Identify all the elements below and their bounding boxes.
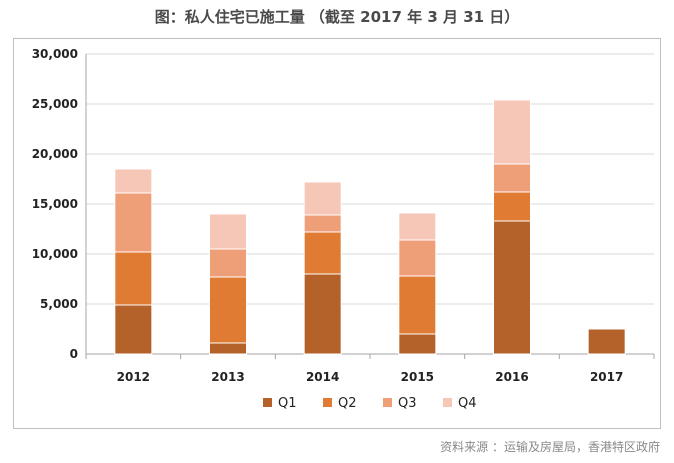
y-tick-label: 15,000 [32,197,78,211]
bar-2015-q2 [398,275,437,335]
bar-2013-q1 [209,342,247,355]
x-tick-label: 2016 [495,370,528,384]
bar-2014-q2 [303,231,342,275]
legend-label-q4: Q4 [458,396,477,411]
bar-2014-q4 [303,181,342,216]
legend-label-q2: Q2 [338,396,357,411]
legend-swatch-q2 [323,398,332,407]
legend-swatch-q1 [263,398,272,407]
x-tick-label: 2013 [211,370,244,384]
bar-2012-q2 [114,251,153,306]
bar-2013-q2 [209,276,247,344]
x-tick-label: 2015 [401,370,434,384]
chart-area: 0 5,000 10,000 15,000 20,000 25,000 30,000 2012… [32,47,655,411]
legend-swatch-q4 [443,398,452,407]
y-tick-label: 30,000 [32,47,78,61]
bar-2012-q4 [114,168,153,194]
source-note: 资料来源 ：运输及房屋局，香港特区政府 [440,440,660,454]
x-tick-label: 2014 [306,370,339,384]
bar-2014-q1 [303,273,342,355]
legend-label-q3: Q3 [398,396,417,411]
y-tick-label: 20,000 [32,147,78,161]
y-tick-label: 25,000 [32,97,78,111]
y-tick-label: 0 [70,347,78,361]
chart-title: 图：私人住宅已施工量 （截至 2017 年 3 月 31 日） [154,8,520,26]
chart-frame: 0 5,000 10,000 15,000 20,000 25,000 30,000 2012… [13,38,661,429]
bar-2015-q1 [398,333,437,355]
bar-2013-q4 [209,213,247,250]
x-tick-label: 2012 [117,370,150,384]
legend-label-q1: Q1 [278,396,297,411]
y-tick-label: 5,000 [40,297,78,311]
bar-2016-q1 [493,220,531,355]
bar-2017-q1 [587,328,626,355]
bar-2012-q3 [114,192,153,253]
bar-2012-q1 [114,304,153,355]
bar-2016-q2 [493,191,531,222]
legend-swatch-q3 [383,398,392,407]
bar-2015-q4 [398,212,437,241]
x-tick-label: 2017 [590,370,623,384]
bar-2016-q4 [493,99,531,165]
bar-2014-q3 [303,214,342,233]
bar-2013-q3 [209,248,247,278]
y-tick-label: 10,000 [32,247,78,261]
bar-2015-q3 [398,239,437,277]
bar-2016-q3 [493,163,531,193]
